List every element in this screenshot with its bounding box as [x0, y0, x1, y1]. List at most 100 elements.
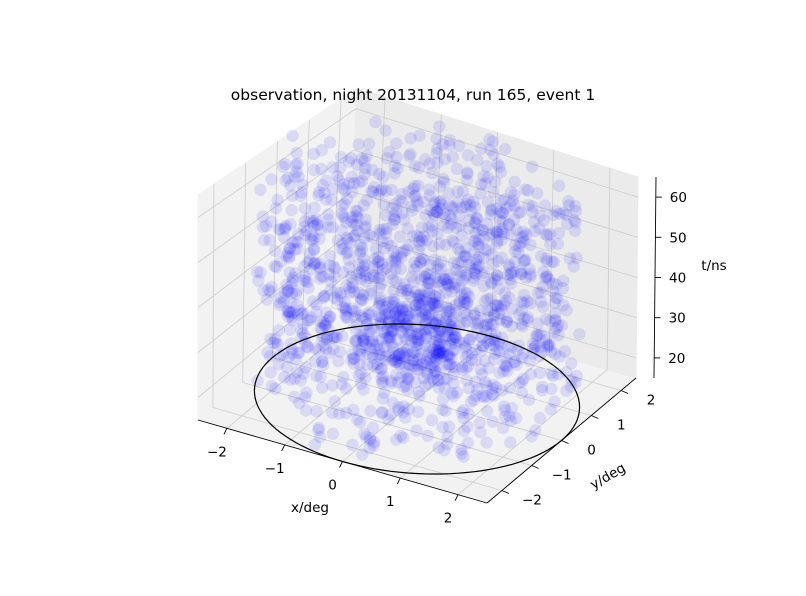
- data-point: [354, 416, 367, 429]
- data-point: [415, 358, 428, 372]
- data-point: [413, 255, 427, 268]
- data-point: [374, 362, 388, 376]
- data-point: [388, 356, 402, 369]
- data-point: [304, 263, 317, 276]
- data-point: [455, 255, 468, 269]
- data-point: [285, 311, 298, 324]
- data-point: [423, 258, 437, 271]
- data-point: [334, 161, 347, 175]
- data-point: [354, 294, 367, 308]
- data-point: [517, 347, 530, 360]
- data-point: [457, 424, 471, 438]
- data-point: [438, 339, 451, 353]
- data-point: [551, 237, 565, 251]
- data-point: [488, 347, 502, 360]
- data-point: [436, 339, 449, 353]
- data-point: [491, 234, 504, 248]
- data-point: [510, 358, 523, 371]
- data-point: [444, 337, 458, 350]
- x-tick: [339, 461, 343, 468]
- data-point: [445, 314, 458, 328]
- data-point: [455, 406, 468, 419]
- data-point: [526, 337, 540, 351]
- data-point: [428, 298, 441, 312]
- data-point: [451, 185, 464, 198]
- data-point: [391, 162, 404, 175]
- data-point: [423, 189, 436, 202]
- data-point: [515, 317, 528, 331]
- data-point: [460, 308, 473, 322]
- data-point: [480, 379, 493, 392]
- data-point: [524, 270, 537, 283]
- data-point: [374, 316, 388, 329]
- data-point: [401, 343, 414, 357]
- data-point: [356, 334, 370, 347]
- y-tick-label: 1: [617, 418, 626, 434]
- data-point: [388, 167, 401, 180]
- data-point: [376, 377, 389, 390]
- data-point: [419, 331, 433, 345]
- data-point: [400, 366, 413, 380]
- data-point: [499, 294, 513, 307]
- data-point: [387, 245, 400, 259]
- data-point: [366, 231, 379, 244]
- data-point: [382, 296, 395, 309]
- data-point: [427, 297, 440, 310]
- data-point: [343, 281, 356, 295]
- data-point: [433, 347, 446, 361]
- data-point: [408, 331, 421, 345]
- data-point: [397, 329, 411, 342]
- data-point: [483, 338, 497, 351]
- data-point: [429, 290, 442, 303]
- x-axis-label: x/deg: [291, 500, 329, 516]
- data-point: [308, 231, 321, 245]
- data-point: [445, 285, 458, 298]
- data-point: [251, 374, 264, 387]
- data-point: [314, 261, 327, 274]
- data-point: [310, 213, 323, 226]
- data-point: [357, 334, 370, 347]
- data-point: [373, 281, 386, 294]
- data-point: [552, 226, 566, 240]
- data-point: [381, 323, 394, 336]
- data-point: [397, 406, 410, 419]
- data-point: [284, 306, 297, 319]
- data-point: [311, 218, 324, 231]
- data-point: [484, 292, 497, 305]
- data-point: [525, 430, 538, 443]
- data-point: [391, 376, 405, 389]
- data-point: [477, 266, 491, 279]
- data-point: [395, 284, 408, 298]
- data-point: [347, 357, 360, 370]
- data-point: [290, 298, 304, 312]
- data-point: [323, 310, 336, 323]
- data-point: [250, 265, 264, 279]
- data-point: [487, 272, 501, 285]
- data-point: [409, 189, 422, 202]
- data-point: [365, 309, 378, 322]
- data-point: [418, 339, 432, 352]
- data-point: [433, 334, 446, 347]
- data-point: [335, 207, 349, 220]
- data-point: [503, 291, 516, 304]
- data-point: [428, 253, 441, 266]
- data-point: [560, 217, 574, 231]
- grid-line: [197, 149, 355, 263]
- data-point: [335, 378, 349, 391]
- data-point: [293, 346, 306, 359]
- data-point: [356, 341, 369, 354]
- data-point: [277, 295, 291, 308]
- data-point: [508, 175, 521, 189]
- data-point: [409, 335, 422, 348]
- data-point: [502, 258, 516, 271]
- data-point: [357, 328, 370, 341]
- data-point: [435, 255, 448, 268]
- data-point: [411, 198, 425, 212]
- data-point: [429, 324, 442, 338]
- data-point: [291, 236, 305, 249]
- data-point: [351, 205, 364, 218]
- data-point: [428, 317, 441, 331]
- data-point: [377, 241, 390, 255]
- data-point: [415, 297, 428, 311]
- data-point: [358, 155, 371, 168]
